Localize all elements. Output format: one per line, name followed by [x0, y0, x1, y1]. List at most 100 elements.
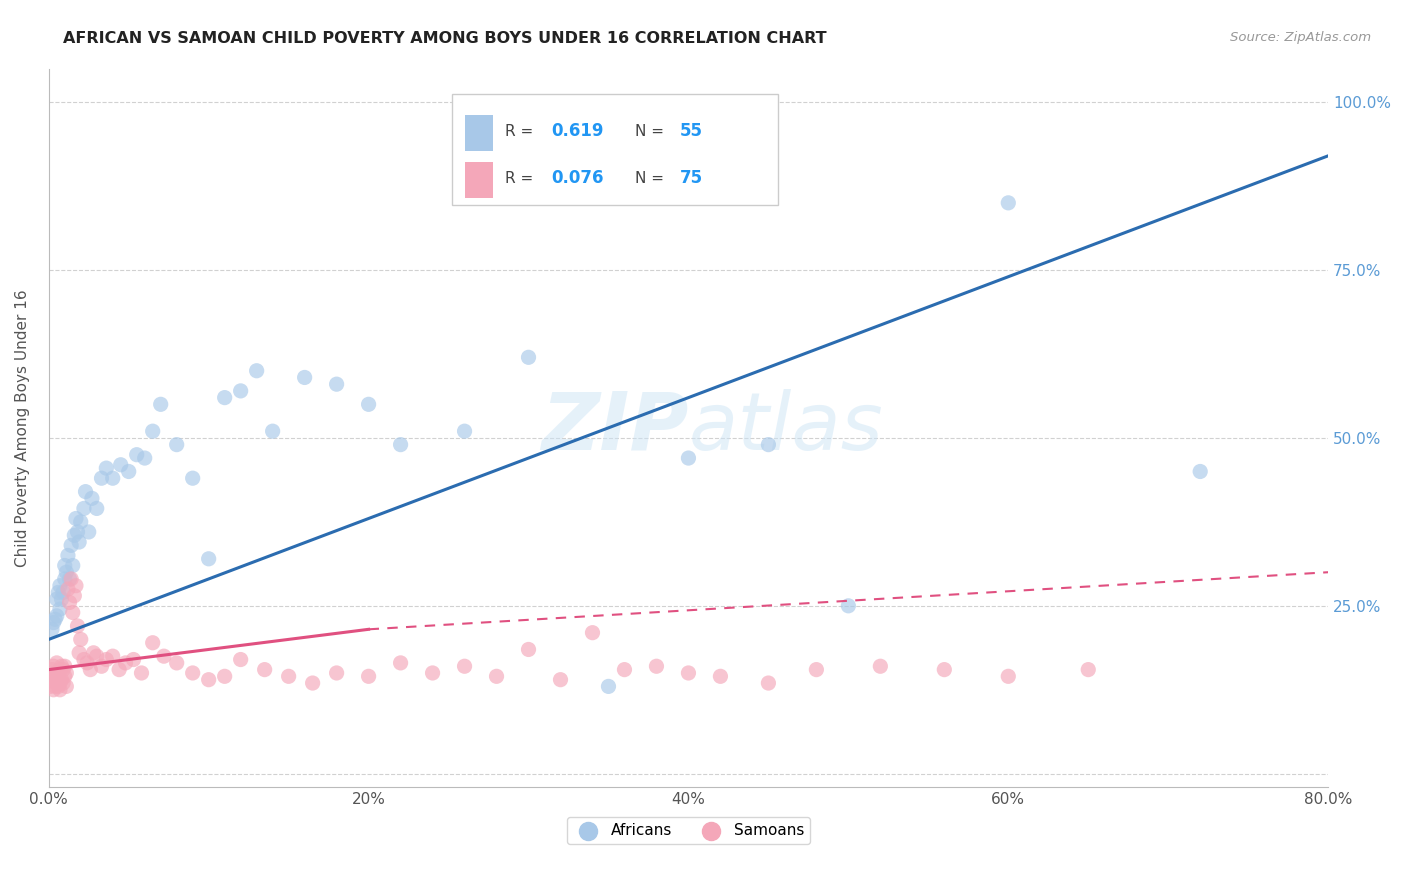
Point — [63, 589, 86, 603]
Point — [122, 652, 145, 666]
Point — [51, 659, 73, 673]
Point — [49, 663, 72, 677]
Point — [65, 511, 87, 525]
Point — [758, 437, 780, 451]
Point — [758, 676, 780, 690]
Point — [389, 656, 412, 670]
Point — [41, 673, 63, 687]
Point — [806, 663, 828, 677]
Point — [83, 646, 105, 660]
Text: atlas: atlas — [689, 389, 883, 467]
Point — [69, 515, 91, 529]
Text: 0.619: 0.619 — [551, 122, 605, 140]
Point — [53, 669, 76, 683]
Point — [96, 461, 118, 475]
Point — [934, 663, 956, 677]
Point — [142, 424, 165, 438]
Point — [453, 659, 475, 673]
Point — [277, 669, 299, 683]
Point — [550, 673, 572, 687]
Point — [42, 673, 65, 687]
Point — [997, 669, 1019, 683]
Point — [53, 558, 76, 573]
Point — [101, 471, 124, 485]
Point — [41, 663, 63, 677]
Point — [53, 572, 76, 586]
Point — [62, 558, 84, 573]
Point — [485, 669, 508, 683]
Bar — [464, 115, 492, 151]
Legend: Africans, Samoans: Africans, Samoans — [567, 817, 810, 844]
Point — [229, 652, 252, 666]
Point — [613, 663, 636, 677]
Point — [253, 663, 276, 677]
Point — [60, 572, 83, 586]
FancyBboxPatch shape — [451, 94, 778, 205]
Point — [118, 465, 141, 479]
Point — [325, 377, 347, 392]
Point — [90, 471, 112, 485]
Point — [101, 649, 124, 664]
Point — [42, 682, 65, 697]
Point — [166, 437, 188, 451]
Point — [62, 606, 84, 620]
Point — [837, 599, 859, 613]
Point — [53, 659, 76, 673]
Point — [73, 501, 96, 516]
Point — [39, 669, 62, 683]
Point — [80, 491, 103, 506]
Text: AFRICAN VS SAMOAN CHILD POVERTY AMONG BOYS UNDER 16 CORRELATION CHART: AFRICAN VS SAMOAN CHILD POVERTY AMONG BO… — [63, 31, 827, 46]
Point — [422, 665, 444, 680]
Point — [96, 652, 118, 666]
Point — [75, 484, 97, 499]
Point — [65, 579, 87, 593]
Point — [55, 566, 77, 580]
Point — [997, 195, 1019, 210]
Point — [45, 676, 67, 690]
Point — [134, 451, 156, 466]
Point — [45, 665, 67, 680]
Point — [44, 680, 66, 694]
Point — [45, 608, 67, 623]
Text: 75: 75 — [679, 169, 703, 187]
Point — [63, 528, 86, 542]
Point — [246, 364, 269, 378]
Point — [142, 636, 165, 650]
Point — [49, 579, 72, 593]
Point — [51, 673, 73, 687]
Point — [66, 619, 89, 633]
Point — [86, 501, 108, 516]
Point — [110, 458, 132, 472]
Point — [645, 659, 668, 673]
Point — [517, 351, 540, 365]
Point — [262, 424, 284, 438]
Point — [214, 669, 236, 683]
Point — [1077, 663, 1099, 677]
Point — [869, 659, 891, 673]
Point — [69, 632, 91, 647]
Point — [58, 572, 80, 586]
Text: N =: N = — [634, 171, 664, 186]
Point — [49, 602, 72, 616]
Point — [181, 665, 204, 680]
Point — [517, 642, 540, 657]
Point — [149, 397, 172, 411]
Bar — [464, 162, 492, 198]
Point — [90, 659, 112, 673]
Point — [73, 652, 96, 666]
Point — [301, 676, 323, 690]
Text: R =: R = — [506, 123, 534, 138]
Point — [125, 448, 148, 462]
Point — [45, 592, 67, 607]
Point — [77, 524, 100, 539]
Point — [197, 673, 219, 687]
Point — [67, 535, 90, 549]
Point — [51, 592, 73, 607]
Point — [52, 676, 75, 690]
Y-axis label: Child Poverty Among Boys Under 16: Child Poverty Among Boys Under 16 — [15, 289, 30, 566]
Point — [58, 595, 80, 609]
Point — [42, 659, 65, 673]
Point — [44, 665, 66, 680]
Point — [357, 397, 380, 411]
Point — [453, 424, 475, 438]
